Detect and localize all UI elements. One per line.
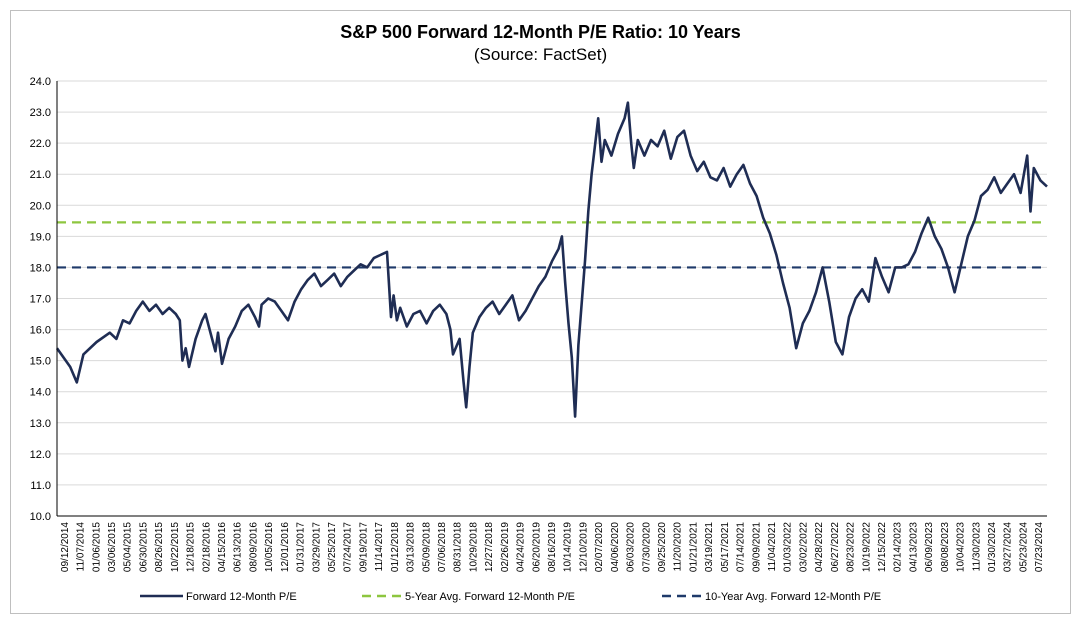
x-tick-label: 10/19/2022 [861, 522, 872, 572]
x-tick-label: 06/13/2016 [233, 522, 244, 572]
y-tick-label: 13.0 [30, 418, 51, 430]
y-tick-label: 16.0 [30, 325, 51, 337]
x-tick-label: 01/06/2015 [91, 522, 102, 572]
y-tick-label: 14.0 [30, 387, 51, 399]
x-tick-label: 12/27/2018 [484, 522, 495, 572]
x-tick-label: 05/04/2015 [123, 522, 134, 572]
grid-lines [57, 80, 1047, 517]
x-tick-label: 08/23/2022 [846, 522, 857, 572]
x-tick-label: 07/30/2020 [641, 522, 652, 572]
chart-frame [10, 10, 1071, 614]
x-tick-label: 06/27/2022 [830, 522, 841, 572]
y-tick-label: 23.0 [30, 107, 51, 119]
x-tick-label: 09/19/2017 [358, 522, 369, 572]
x-tick-label: 08/31/2018 [453, 522, 464, 572]
axes [56, 81, 1047, 517]
x-tick-label: 08/09/2016 [248, 522, 259, 572]
x-tick-label: 05/09/2018 [421, 522, 432, 572]
legend-label: Forward 12-Month P/E [186, 591, 297, 603]
x-tick-label: 04/06/2020 [610, 522, 621, 572]
x-tick-label: 03/02/2022 [798, 522, 809, 572]
y-tick-label: 22.0 [30, 138, 51, 150]
y-tick-label: 24.0 [30, 76, 51, 88]
x-tick-label: 04/28/2022 [814, 522, 825, 572]
x-tick-label: 09/12/2014 [60, 522, 71, 572]
x-tick-label: 05/23/2024 [1018, 522, 1029, 572]
x-axis-ticks: 09/12/2014 11/07/2014 01/06/2015 03/06/2015… [60, 522, 1045, 572]
x-tick-label: 12/01/2016 [280, 522, 291, 572]
x-tick-label: 10/22/2015 [170, 522, 181, 572]
y-tick-label: 10.0 [30, 511, 51, 523]
x-tick-label: 04/13/2023 [908, 522, 919, 572]
x-tick-label: 12/18/2015 [186, 522, 197, 572]
x-tick-label: 11/20/2020 [673, 522, 684, 572]
x-tick-label: 02/18/2016 [201, 522, 212, 572]
x-tick-label: 03/27/2024 [1003, 522, 1014, 572]
y-tick-label: 19.0 [30, 231, 51, 243]
chart-subtitle: (Source: FactSet) [473, 45, 608, 64]
series-layer [55, 101, 1048, 418]
y-tick-label: 18.0 [30, 262, 51, 274]
x-tick-label: 02/26/2019 [500, 522, 511, 572]
x-tick-label: 02/07/2020 [594, 522, 605, 572]
x-tick-label: 07/24/2017 [343, 522, 354, 572]
y-tick-label: 20.0 [30, 200, 51, 212]
y-tick-label: 21.0 [30, 169, 51, 181]
x-tick-label: 10/14/2019 [563, 522, 574, 572]
x-tick-label: 02/14/2023 [893, 522, 904, 572]
x-tick-label: 05/17/2021 [720, 522, 731, 572]
x-tick-label: 03/19/2021 [704, 522, 715, 572]
x-tick-label: 11/07/2014 [76, 522, 87, 572]
legend-label: 10-Year Avg. Forward 12-Month P/E [705, 591, 881, 603]
x-tick-label: 03/06/2015 [107, 522, 118, 572]
x-tick-label: 01/30/2024 [987, 522, 998, 572]
x-tick-label: 03/13/2018 [406, 522, 417, 572]
x-tick-label: 01/21/2021 [688, 522, 699, 572]
legend-label: 5-Year Avg. Forward 12-Month P/E [405, 591, 575, 603]
x-tick-label: 05/25/2017 [327, 522, 338, 572]
y-axis-ticks: 10.0 11.0 12.0 13.0 14.0 15.0 16.0 17.0 18.0 19.0… [30, 76, 51, 523]
y-tick-label: 15.0 [30, 356, 51, 368]
x-tick-label: 04/15/2016 [217, 522, 228, 572]
x-tick-label: 09/09/2021 [751, 522, 762, 572]
x-tick-label: 04/24/2019 [516, 522, 527, 572]
x-tick-label: 08/16/2019 [547, 522, 558, 572]
y-tick-label: 12.0 [30, 449, 51, 461]
x-tick-label: 08/26/2015 [154, 522, 165, 572]
x-tick-label: 01/31/2017 [296, 522, 307, 572]
x-tick-label: 10/05/2016 [264, 522, 275, 572]
x-tick-label: 08/08/2023 [940, 522, 951, 572]
x-tick-label: 12/15/2022 [877, 522, 888, 572]
chart-title: S&P 500 Forward 12-Month P/E Ratio: 10 Y… [340, 22, 741, 42]
x-tick-label: 07/14/2021 [736, 522, 747, 572]
x-tick-label: 12/10/2019 [578, 522, 589, 572]
x-tick-label: 10/04/2023 [956, 522, 967, 572]
x-tick-label: 06/30/2015 [138, 522, 149, 572]
x-tick-label: 01/03/2022 [783, 522, 794, 572]
x-tick-label: 06/03/2020 [626, 522, 637, 572]
x-tick-label: 01/12/2018 [390, 522, 401, 572]
legend: Forward 12-Month P/E 5-Year Avg. Forward … [140, 591, 881, 603]
x-tick-label: 06/20/2019 [531, 522, 542, 572]
x-tick-label: 06/09/2023 [924, 522, 935, 572]
y-tick-label: 11.0 [30, 480, 51, 492]
x-tick-label: 07/06/2018 [437, 522, 448, 572]
x-tick-label: 11/04/2021 [767, 522, 778, 572]
y-tick-label: 17.0 [30, 294, 51, 306]
x-tick-label: 09/25/2020 [657, 522, 668, 572]
x-tick-label: 11/30/2023 [971, 522, 982, 572]
series-line-pe [55, 101, 1048, 418]
x-tick-label: 10/29/2018 [468, 522, 479, 572]
x-tick-label: 03/29/2017 [311, 522, 322, 572]
x-tick-label: 07/23/2024 [1034, 522, 1045, 572]
x-tick-label: 11/14/2017 [374, 522, 385, 572]
